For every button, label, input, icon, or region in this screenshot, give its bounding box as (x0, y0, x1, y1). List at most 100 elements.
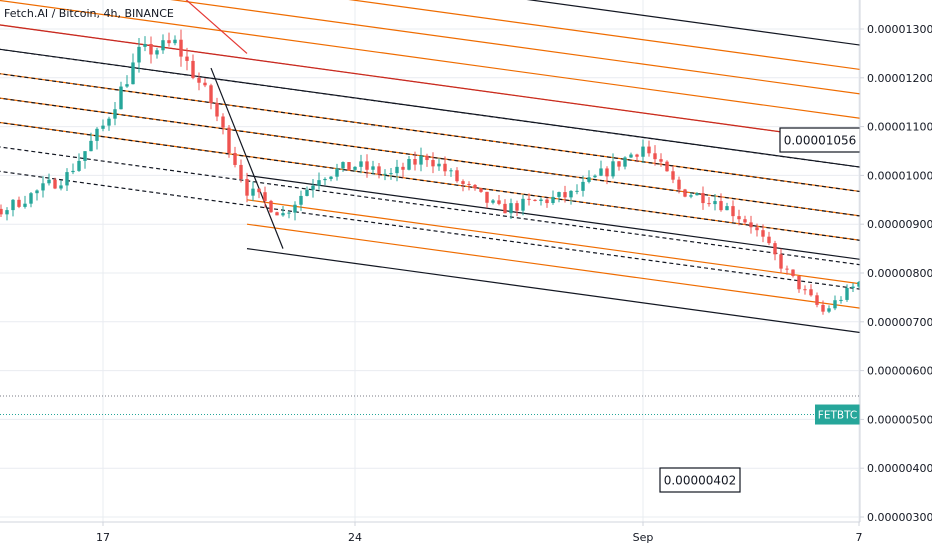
candle-body (329, 176, 333, 179)
candle-body (545, 199, 549, 204)
candle-body (335, 168, 339, 177)
candle-series (0, 29, 860, 315)
candle-body (485, 191, 489, 203)
candle-body (833, 300, 837, 309)
candle-body (59, 185, 63, 189)
candle-body (389, 173, 393, 175)
price-tick-label: 0.00000900 (867, 218, 932, 231)
time-axis[interactable]: 1724Sep7142126Oct (0, 521, 932, 550)
pitchfork-line (348, 0, 860, 71)
price-axis[interactable]: 0.00000300 0.00000400 0.00000500 0.00000600… (859, 0, 932, 550)
candle-body (203, 82, 207, 86)
candle-body (539, 199, 543, 201)
candle-body (689, 195, 693, 197)
candle-body (353, 166, 357, 170)
candle-body (161, 40, 165, 51)
pitchfork-line (0, 0, 860, 119)
time-tick-label: 17 (96, 531, 110, 544)
trend-line (210, 67, 284, 249)
price-tick-label: 0.00000600 (867, 365, 932, 378)
pitchfork-line (526, 0, 860, 46)
candle-body (35, 190, 39, 194)
candle-body (809, 289, 813, 296)
candle-body (311, 185, 315, 190)
price-tick-label: 0.00000500 (867, 413, 932, 426)
symbol-tag (815, 404, 860, 425)
trend-line (185, 0, 248, 54)
price-axis-bg (860, 0, 932, 550)
candle-body (797, 275, 801, 290)
candle-body (125, 84, 129, 87)
candle-body (503, 203, 507, 214)
grid-lines (0, 0, 860, 522)
candle-body (155, 50, 159, 55)
candle-body (443, 163, 447, 172)
candle-body (611, 161, 615, 177)
candle-body (425, 155, 429, 161)
candle-body (221, 116, 225, 128)
pitchfork-line (0, 97, 860, 217)
candle-body (599, 168, 603, 176)
candle-body (77, 160, 81, 171)
chart-title: Fetch.AI / Bitcoin, 4h, BINANCE (4, 7, 174, 20)
candle-body (71, 170, 75, 173)
pitchfork-line (246, 223, 860, 309)
candle-body (287, 212, 291, 214)
candle-body (341, 162, 345, 169)
candle-body (791, 269, 795, 276)
candle-body (149, 43, 153, 55)
candle-body (17, 199, 21, 207)
candle-body (167, 40, 171, 44)
callout-target-box (779, 127, 861, 153)
candle-body (293, 204, 297, 213)
price-tick-label: 0.00001100 (867, 121, 932, 134)
candle-body (215, 103, 219, 117)
candle-body (305, 189, 309, 196)
candle-body (281, 213, 285, 216)
price-tick-label: 0.00000700 (867, 316, 932, 329)
candle-body (533, 199, 537, 201)
candle-body (23, 203, 27, 207)
candle-body (641, 146, 645, 157)
candle-body (107, 118, 111, 126)
candle-body (845, 287, 849, 300)
candle-body (473, 184, 477, 189)
candle-body (767, 236, 771, 244)
candle-body (695, 193, 699, 196)
candle-body (173, 39, 177, 44)
candle-body (131, 62, 135, 85)
candle-body (275, 212, 279, 216)
candle-body (527, 198, 531, 200)
candle-body (347, 162, 351, 170)
pitchfork-line (246, 199, 860, 285)
price-tick-label: 0.00001000 (867, 169, 932, 182)
candle-body (713, 201, 717, 205)
candle-body (365, 161, 369, 170)
candle-body (617, 161, 621, 167)
candle-body (197, 77, 201, 83)
candle-body (413, 159, 417, 165)
candle-body (65, 172, 69, 186)
candle-body (587, 177, 591, 182)
candle-body (377, 166, 381, 175)
time-tick-label: 24 (348, 531, 362, 544)
price-tick-label: 0.00000800 (867, 267, 932, 280)
pitchfork-line (170, 0, 860, 95)
candle-body (749, 222, 753, 228)
candle-body (245, 179, 249, 196)
candle-body (635, 154, 639, 157)
candle-body (515, 203, 519, 211)
callout-target-label: 0.00001056 (784, 134, 857, 148)
symbol-tag-label: FETBTC (818, 410, 857, 422)
candle-body (437, 163, 441, 167)
candle-body (785, 268, 789, 270)
candle-body (851, 286, 855, 288)
price-tick-label: 0.00000400 (867, 462, 932, 475)
candle-body (113, 109, 117, 119)
candle-body (605, 168, 609, 177)
candle-body (839, 299, 843, 301)
candle-body (563, 192, 567, 198)
candle-body (683, 189, 687, 197)
candle-body (773, 243, 777, 255)
